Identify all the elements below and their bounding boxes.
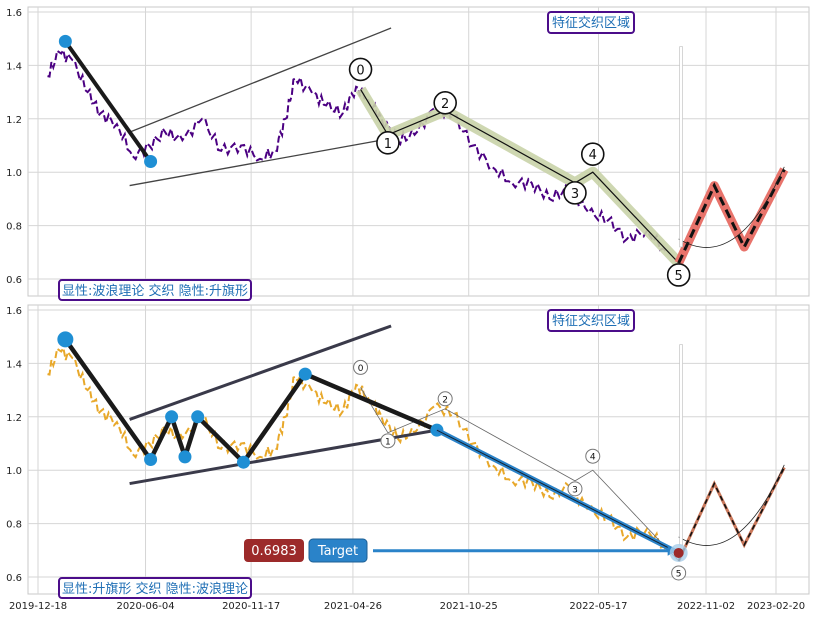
wave-label-circle	[433, 90, 457, 115]
y-tick-label: 1.6	[6, 8, 22, 19]
top-panel-content: 0 1 2 3 4 5	[47, 27, 789, 287]
wave-label-circle	[671, 565, 687, 581]
target-label-badge: Target	[308, 538, 368, 563]
cup-arc	[678, 166, 785, 248]
target-label-text: Target	[317, 544, 358, 559]
wave-label-text: 3	[571, 187, 579, 202]
y-tick-label: 1.4	[6, 359, 22, 370]
x-tick-label: 2022-11-02	[677, 601, 735, 612]
wave-label-circle	[380, 433, 396, 449]
axis-ticks: 0.6 0.8 1.0 1.2 1.4 1.6 0.6 0.8 1.0 1.2 1.4 1.6 2019…	[6, 8, 805, 612]
y-tick-label: 1.0	[6, 168, 22, 179]
wave-label-text: 0	[356, 63, 364, 78]
wave-label-text: 0	[358, 364, 364, 374]
wave-outline	[360, 387, 679, 562]
grid-lines	[28, 7, 809, 594]
channel-upper-line	[129, 324, 392, 421]
y-tick-label: 1.2	[6, 413, 22, 424]
flag-marker	[178, 450, 192, 464]
y-tick-label: 0.8	[6, 222, 22, 233]
channel-lower-line	[129, 139, 382, 187]
bottom-panel-region-label: 特征交织区域	[552, 313, 630, 329]
y-tick-label: 1.0	[6, 466, 22, 477]
x-tick-label: 2021-04-26	[324, 601, 382, 612]
wave-label-circle	[580, 142, 605, 166]
flag-marker	[236, 455, 250, 469]
target-value-text: 0.6983	[251, 544, 297, 559]
y-tick-label: 1.6	[6, 306, 22, 317]
bottom-panel-content: 0 1 2 3 4 5	[47, 324, 786, 581]
wave-label-text: 4	[590, 453, 596, 463]
flag-marker	[57, 331, 74, 348]
top-panel-frame	[27, 6, 810, 297]
x-tick-label: 2019-12-18	[9, 601, 67, 612]
y-tick-label: 1.4	[6, 61, 22, 72]
top-panel-pattern-label: 显性:波浪理论 交织 隐性:升旗形	[62, 283, 248, 299]
target-point	[673, 547, 684, 558]
top-panel-pattern-box: 显性:波浪理论 交织 隐性:升旗形	[58, 279, 252, 301]
flag-marker	[191, 410, 205, 424]
target-trend-core	[436, 429, 679, 554]
y-tick-label: 0.6	[6, 275, 22, 286]
wave-label-circle	[437, 391, 453, 407]
x-tick-label: 2021-10-25	[440, 601, 498, 612]
top-panel-region-box: 特征交织区域	[547, 11, 635, 34]
bottom-panel-pattern-label: 显性:升旗形 交织 隐性:波浪理论	[62, 581, 248, 597]
flag-marker	[144, 453, 158, 467]
cup-arc	[678, 464, 785, 546]
wave-label-text: 5	[676, 569, 682, 579]
x-tick-label: 2020-06-04	[116, 601, 174, 612]
wave-label-circle	[563, 181, 587, 205]
wave-label-text: 4	[589, 148, 597, 163]
y-tick-label: 0.6	[6, 573, 22, 584]
top-panel-region-label: 特征交织区域	[552, 15, 630, 31]
price-line	[47, 47, 668, 253]
wave-label-text: 3	[572, 485, 578, 495]
x-tick-label: 2020-11-17	[222, 601, 280, 612]
wave-label-text: 1	[384, 137, 392, 152]
x-tick-label: 2022-05-17	[569, 601, 627, 612]
y-tick-label: 1.2	[6, 115, 22, 126]
bottom-panel-region-box: 特征交织区域	[547, 309, 635, 332]
wave-label-text: 2	[441, 97, 449, 112]
projection-line	[677, 168, 786, 264]
wave-label-circle	[348, 57, 373, 82]
wave-label-text: 1	[385, 437, 391, 447]
bottom-panel-pattern-box: 显性:升旗形 交织 隐性:波浪理论	[58, 577, 252, 599]
flag-line	[63, 338, 438, 465]
wave-label-circle	[666, 263, 691, 287]
wave-line	[360, 89, 680, 264]
vertical-spike	[679, 46, 683, 248]
target-value-badge: 0.6983	[244, 539, 304, 562]
vertical-spike	[679, 344, 683, 546]
wave-label-circle	[585, 448, 601, 464]
flag-pole-marker	[144, 155, 158, 169]
channel-upper-line	[129, 27, 392, 133]
x-tick-label: 2023-02-20	[747, 601, 805, 612]
wave-label-text: 2	[442, 395, 448, 405]
wave-label-circle	[353, 359, 369, 375]
wave-label-circle	[567, 481, 583, 497]
wave-label-circle	[376, 131, 400, 155]
flag-pole-marker	[58, 34, 72, 48]
wave-label-text: 5	[675, 269, 683, 284]
flag-pole-line	[63, 40, 153, 163]
flag-marker	[298, 367, 312, 381]
y-tick-label: 0.8	[6, 520, 22, 531]
flag-marker	[165, 410, 179, 424]
projection-line	[677, 467, 786, 562]
